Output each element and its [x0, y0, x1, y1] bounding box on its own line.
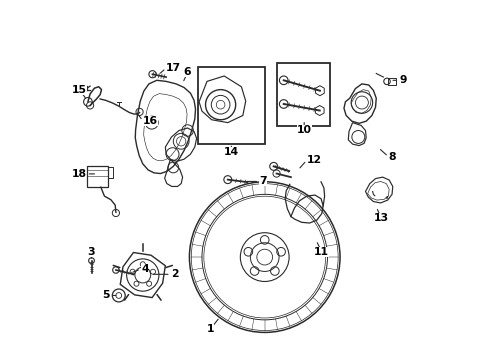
Text: 13: 13 — [374, 213, 389, 223]
Text: 6: 6 — [184, 67, 192, 77]
Bar — [277, 63, 330, 126]
Text: 14: 14 — [224, 147, 239, 157]
Text: 18: 18 — [72, 169, 87, 179]
Text: 3: 3 — [88, 247, 96, 257]
Bar — [198, 67, 265, 144]
Text: 5: 5 — [103, 291, 110, 301]
Text: 8: 8 — [389, 152, 396, 162]
Bar — [108, 167, 113, 178]
Text: 9: 9 — [399, 75, 407, 85]
Bar — [388, 78, 395, 85]
Text: 15: 15 — [72, 85, 87, 95]
Text: 17: 17 — [166, 63, 181, 73]
Text: 12: 12 — [307, 155, 322, 165]
Text: 4: 4 — [141, 264, 148, 274]
Text: 7: 7 — [259, 176, 267, 186]
Bar — [87, 166, 108, 187]
Text: 11: 11 — [314, 247, 329, 257]
Text: 1: 1 — [207, 324, 214, 334]
Text: 2: 2 — [171, 269, 178, 279]
Text: 10: 10 — [296, 125, 312, 135]
Text: 16: 16 — [143, 116, 158, 126]
